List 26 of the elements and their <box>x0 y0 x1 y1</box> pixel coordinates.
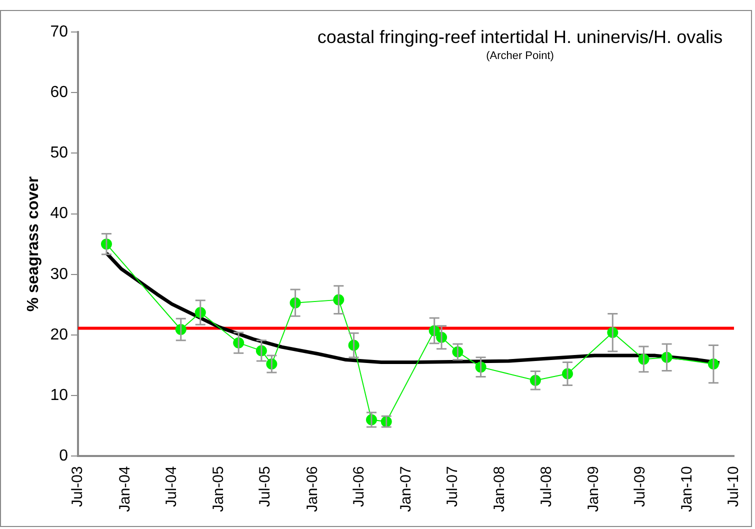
x-tick-label: Jan-05 <box>210 466 228 512</box>
x-tick-label: Jan-09 <box>585 466 602 512</box>
y-tick-label: 10 <box>50 386 68 404</box>
x-tick-label: Jul-06 <box>350 466 368 507</box>
x-tick-label: Jul-03 <box>69 466 86 507</box>
y-tick-label: 20 <box>50 326 68 344</box>
y-tick-label: 40 <box>50 205 68 222</box>
x-tick-label: Jan-10 <box>678 466 696 512</box>
x-tick-label: Jan-06 <box>304 466 321 512</box>
y-tick-label: 0 <box>59 448 68 465</box>
y-axis-title: % seagrass cover <box>25 176 42 312</box>
x-tick-label: Jul-10 <box>725 466 742 507</box>
x-tick-label: Jan-08 <box>491 466 508 512</box>
y-tick-label: 60 <box>50 84 68 101</box>
chart-title: coastal fringing-reef intertidal H. uninervis/H. ovalis <box>316 27 724 48</box>
x-tick-label: Jan-04 <box>116 466 134 512</box>
x-tick-label: Jul-07 <box>444 466 461 507</box>
y-tick-label: 70 <box>50 23 68 40</box>
y-tick-label: 50 <box>50 144 68 162</box>
x-tick-label: Jul-04 <box>163 466 180 507</box>
x-tick-label: Jan-07 <box>398 466 415 512</box>
y-tick-label: 30 <box>50 266 68 283</box>
text: (Archer Point) <box>485 50 555 62</box>
x-tick-label: Jul-05 <box>256 466 274 507</box>
x-tick-label: Jul-09 <box>632 466 648 507</box>
x-tick-label: Jul-08 <box>538 466 555 507</box>
